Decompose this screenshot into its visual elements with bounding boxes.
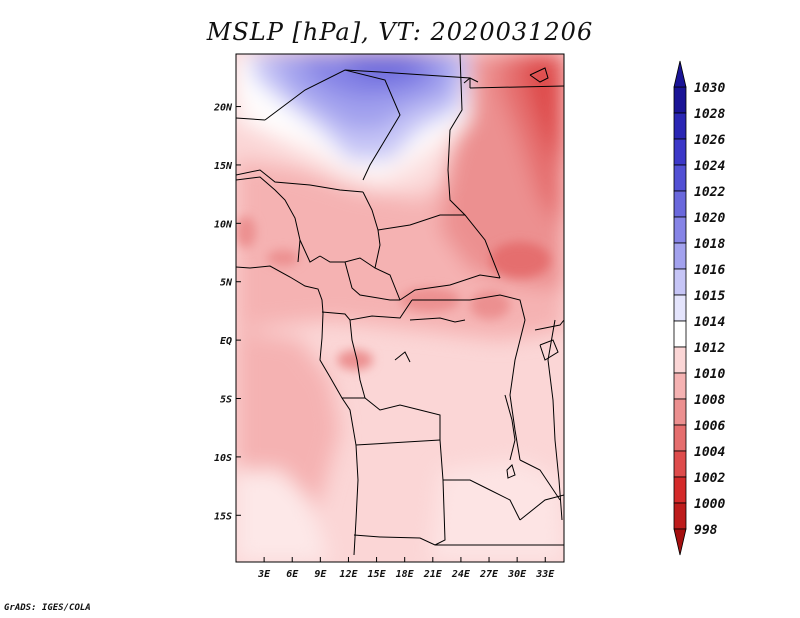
colorbar-label: 1000 [694, 497, 725, 512]
colorbar-bottom-arrow [673, 528, 687, 556]
lon-tick-label: 15E [368, 569, 387, 580]
colorbar-segment [673, 502, 687, 530]
colorbar-segment [673, 476, 687, 504]
colorbar: 1030 1028 1026 1024 1022 1020 1018 1016 1015 1014… [673, 60, 725, 556]
colorbar-label: 1006 [694, 419, 725, 434]
colorbar-segment [673, 320, 687, 348]
lat-tick-label: EQ [220, 336, 232, 347]
colorbar-label: 1028 [694, 107, 725, 122]
lon-tick-label: 27E [479, 569, 499, 580]
coastline-west [236, 265, 359, 556]
lon-tick-label: 12E [339, 569, 358, 580]
colorbar-label: 1024 [694, 159, 725, 174]
colorbar-label: 1015 [694, 289, 725, 304]
colorbar-label: 1008 [694, 393, 725, 408]
lon-tick-label: 9E [314, 569, 327, 580]
lon-tick-label: 21E [423, 569, 443, 580]
colorbar-label: 1016 [694, 263, 725, 278]
colorbar-segment [673, 138, 687, 166]
colorbar-label: 1010 [694, 367, 725, 382]
chart-title: MSLP [hPa], VT: 2020031206 [206, 18, 594, 46]
lon-tick-label: 30E [507, 569, 527, 580]
colorbar-label: 1020 [694, 211, 725, 226]
lat-tick-label: 10N [214, 219, 233, 230]
map-frame [235, 53, 565, 563]
grads-credit: GrADS: IGES/COLA [4, 603, 91, 613]
lat-tick-label: 15N [214, 161, 233, 172]
colorbar-segment [673, 86, 687, 114]
colorbar-label: 1012 [694, 341, 725, 356]
lat-tick-label: 5N [220, 278, 233, 289]
colorbar-segment [673, 190, 687, 218]
colorbar-segment [673, 424, 687, 452]
colorbar-segment [673, 346, 687, 374]
colorbar-segment [673, 268, 687, 296]
colorbar-label: 1014 [694, 315, 725, 330]
lat-tick-label: 5S [220, 395, 232, 406]
lat-tick-label: 20N [213, 103, 233, 114]
colorbar-segment [673, 372, 687, 400]
colorbar-segment [673, 112, 687, 140]
colorbar-segment [673, 450, 687, 478]
pressure-field [236, 54, 564, 562]
colorbar-segment [673, 398, 687, 426]
lon-tick-label: 3E [257, 569, 271, 580]
colorbar-label: 1022 [694, 185, 725, 200]
colorbar-segment [673, 164, 687, 192]
colorbar-top-arrow [673, 60, 687, 88]
colorbar-label: 1026 [694, 133, 725, 148]
colorbar-segment [673, 216, 687, 244]
lat-tick-label: 15S [214, 511, 232, 522]
lon-tick-group: 3E 6E 9E 12E 15E 18E 21E 24E 27E 30E 33E [257, 557, 555, 580]
colorbar-segment [673, 294, 687, 322]
lat-tick-label: 10S [214, 453, 232, 464]
lat-tick-group: 20N 15N 10N 5N EQ 5S 10S 15S [213, 103, 241, 522]
colorbar-label: 1030 [694, 81, 725, 96]
colorbar-label: 998 [694, 523, 718, 538]
colorbar-label: 1004 [694, 445, 725, 460]
lon-tick-label: 18E [396, 569, 415, 580]
lon-tick-label: 24E [451, 569, 471, 580]
colorbar-segment [673, 242, 687, 270]
lon-tick-label: 33E [535, 569, 555, 580]
colorbar-label: 1018 [694, 237, 725, 252]
colorbar-label: 1002 [694, 471, 725, 486]
country-boundaries [236, 54, 564, 556]
lon-tick-label: 6E [286, 569, 299, 580]
